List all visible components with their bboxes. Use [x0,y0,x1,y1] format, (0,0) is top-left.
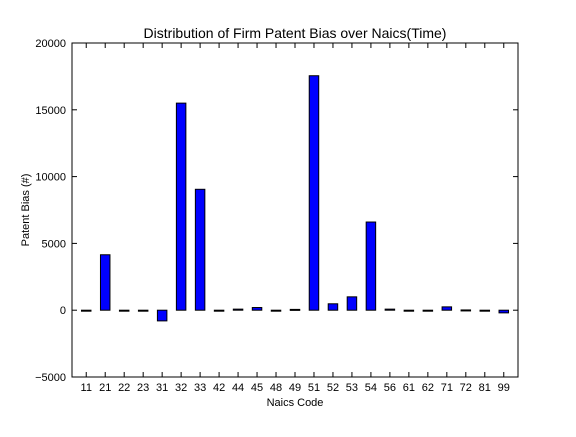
bar-23 [138,310,147,311]
bar-31 [157,310,166,321]
bar-53 [347,297,356,310]
bar-32 [176,103,185,310]
y-tick-label: 20000 [35,38,66,50]
bar-72 [461,310,470,311]
x-tick-label: 99 [498,382,510,394]
bar-52 [328,304,337,310]
x-tick-label: 32 [175,382,187,394]
x-tick-label: 44 [232,382,244,394]
bar-56 [385,309,394,310]
bar-44 [233,309,242,310]
bar-42 [214,310,223,311]
x-tick-label: 54 [365,382,377,394]
bar-49 [290,309,299,310]
x-tick-label: 45 [251,382,263,394]
y-tick-label: 10000 [35,172,66,184]
bar-81 [480,310,489,311]
y-tick-label: 15000 [35,105,66,117]
y-tick-label: 0 [60,305,66,317]
x-axis: 11 21 22 23 31 32 33 42 44 45 48 49 51 52 53 54 56 61 62 71… [81,43,510,394]
bar-45 [252,308,261,311]
x-tick-label: 62 [422,382,434,394]
x-tick-label: 51 [308,382,320,394]
x-tick-label: 49 [289,382,301,394]
x-tick-label: 71 [441,382,453,394]
bar-11 [81,310,90,311]
x-tick-label: 61 [403,382,415,394]
bar-51 [309,76,318,310]
bar-48 [271,310,280,311]
x-tick-label: 72 [460,382,472,394]
bar-99 [499,310,508,313]
x-tick-label: 21 [99,382,111,394]
bars [81,76,508,321]
x-axis-label: Naics Code [267,397,324,409]
y-axis-label: Patent Bias (#) [20,174,32,247]
x-tick-label: 31 [156,382,168,394]
bar-54 [366,222,375,310]
x-tick-label: 33 [194,382,206,394]
chart-title: Distribution of Firm Patent Bias over Na… [144,25,447,41]
plot-area [72,43,518,377]
bar-22 [119,310,128,311]
x-tick-label: 52 [327,382,339,394]
bar-62 [423,310,432,311]
y-tick-label: −5000 [35,372,66,384]
x-tick-label: 22 [118,382,130,394]
x-tick-label: 56 [384,382,396,394]
x-tick-label: 23 [137,382,149,394]
y-tick-label: 5000 [42,238,66,250]
y-axis: −5000 0 5000 10000 15000 20000 [35,38,518,384]
x-tick-label: 11 [81,382,92,394]
x-tick-label: 53 [346,382,358,394]
bar-71 [442,307,451,310]
bar-61 [404,310,413,311]
bar-33 [195,189,204,310]
x-tick-label: 48 [270,382,282,394]
bar-21 [100,255,109,310]
x-tick-label: 42 [213,382,225,394]
x-tick-label: 81 [479,382,491,394]
